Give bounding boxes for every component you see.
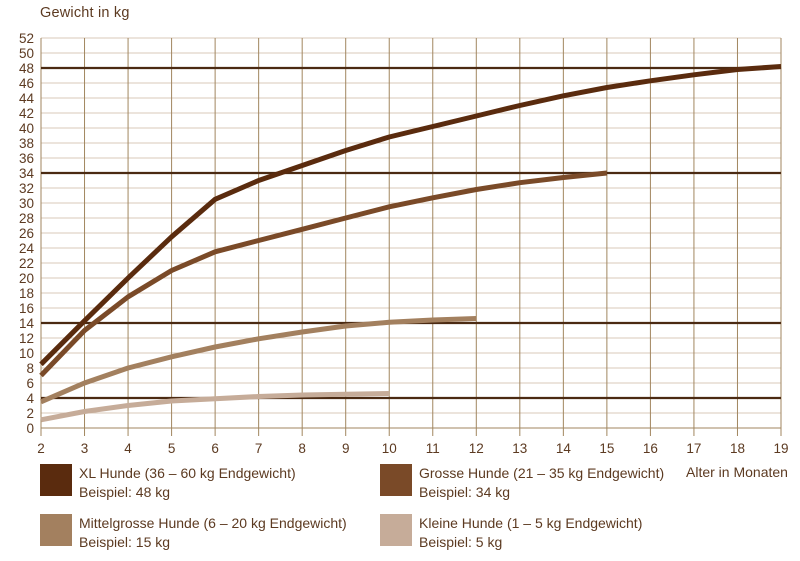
y-tick-label: 42 (19, 106, 34, 121)
legend-label: Kleine Hunde (1 – 5 kg Endgewicht) (419, 515, 643, 531)
y-tick-label: 48 (19, 61, 34, 76)
legend-item-kleine-hunde: Kleine Hunde (1 – 5 kg Endgewicht) Beisp… (380, 514, 642, 552)
legend-example: Beispiel: 15 kg (79, 534, 171, 550)
y-tick-label: 30 (19, 196, 34, 211)
y-tick-label: 26 (19, 226, 34, 241)
y-tick-label: 12 (19, 331, 34, 346)
x-tick-label: 13 (512, 441, 527, 456)
y-tick-label: 16 (19, 301, 34, 316)
x-tick-label: 16 (643, 441, 658, 456)
x-tick-label: 10 (382, 441, 397, 456)
legend-item-mittelgrosse-hunde: Mittelgrosse Hunde (6 – 20 kg Endgewicht… (40, 514, 347, 552)
y-tick-label: 32 (19, 181, 34, 196)
legend-example: Beispiel: 34 kg (419, 484, 511, 500)
legend-swatch-mittelgrosse-hunde (40, 514, 72, 546)
x-tick-label: 2 (37, 441, 45, 456)
legend-item-grosse-hunde: Grosse Hunde (21 – 35 kg Endgewicht) Bei… (380, 464, 664, 502)
y-axis-title: Gewicht in kg (40, 5, 130, 21)
legend-swatch-kleine-hunde (380, 514, 412, 546)
y-tick-label: 38 (19, 136, 34, 151)
y-tick-label: 4 (26, 391, 34, 406)
x-tick-label: 6 (211, 441, 219, 456)
y-tick-label: 2 (26, 406, 34, 421)
legend-label: XL Hunde (36 – 60 kg Endgewicht) (79, 465, 296, 481)
x-tick-label: 15 (599, 441, 614, 456)
x-tick-label: 12 (469, 441, 484, 456)
y-tick-label: 20 (19, 271, 34, 286)
curve-grosse-hunde (39, 170, 608, 378)
legend-label: Mittelgrosse Hunde (6 – 20 kg Endgewicht… (79, 515, 347, 531)
y-tick-label: 0 (26, 421, 34, 436)
x-tick-label: 4 (124, 441, 132, 456)
curve-kleine-hunde (40, 391, 390, 423)
legend-item-xl-hunde: XL Hunde (36 – 60 kg Endgewicht) Beispie… (40, 464, 296, 502)
y-tick-label: 10 (19, 346, 34, 361)
x-tick-label: 8 (298, 441, 306, 456)
curve-xl-hunde (39, 64, 782, 367)
x-tick-label: 11 (426, 441, 440, 456)
y-tick-label: 8 (26, 361, 34, 376)
x-tick-label: 3 (81, 441, 89, 456)
legend-swatch-grosse-hunde (380, 464, 412, 496)
x-tick-label: 7 (255, 441, 263, 456)
y-tick-label: 44 (19, 91, 35, 106)
x-axis-title: Alter in Monaten (686, 464, 788, 480)
x-tick-label: 9 (342, 441, 350, 456)
y-tick-label: 52 (19, 31, 34, 46)
x-tick-label: 14 (556, 441, 572, 456)
y-tick-label: 18 (19, 286, 34, 301)
legend-example: Beispiel: 48 kg (79, 484, 171, 500)
y-tick-label: 34 (19, 166, 35, 181)
growth-curves-plot: 0246810121416182022242628303234363840424… (19, 31, 789, 456)
x-tick-label: 18 (730, 441, 745, 456)
y-tick-label: 14 (19, 316, 35, 331)
y-tick-label: 36 (19, 151, 34, 166)
y-tick-label: 40 (19, 121, 34, 136)
y-tick-label: 50 (19, 46, 34, 61)
y-tick-label: 28 (19, 211, 34, 226)
legend-swatch-xl-hunde (40, 464, 72, 496)
curve-mittelgrosse-hunde (40, 316, 477, 405)
y-tick-label: 22 (19, 256, 34, 271)
legend-example: Beispiel: 5 kg (419, 534, 503, 550)
y-tick-label: 46 (19, 76, 34, 91)
x-tick-label: 5 (168, 441, 176, 456)
y-tick-label: 6 (26, 376, 34, 391)
x-tick-label: 17 (686, 441, 701, 456)
legend-label: Grosse Hunde (21 – 35 kg Endgewicht) (419, 465, 665, 481)
x-tick-label: 19 (773, 441, 788, 456)
y-tick-label: 24 (19, 241, 35, 256)
